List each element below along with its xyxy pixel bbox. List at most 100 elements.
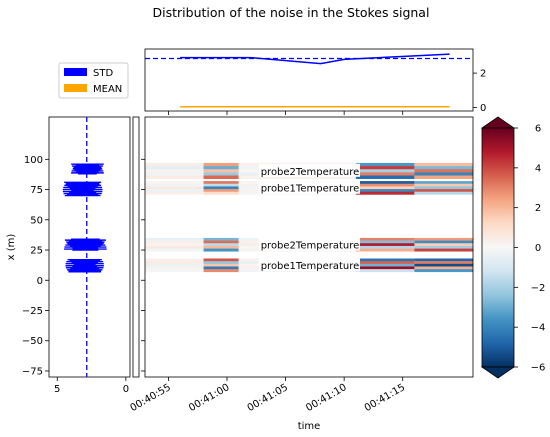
band-label: probe2Temperature	[261, 241, 360, 252]
heatmap-cell	[203, 166, 239, 170]
heatmap-cell	[145, 172, 204, 176]
heatmap-cell	[355, 245, 415, 249]
heatmap-cell	[145, 237, 204, 241]
heatmap-cell	[355, 172, 415, 176]
x-tick-label: 00:41:10	[304, 382, 348, 414]
top-series-line	[180, 53, 450, 65]
heatmap-cell	[414, 237, 473, 241]
heatmap-cell	[414, 266, 473, 270]
heatmap-cell	[145, 166, 204, 170]
heatmap-cell	[203, 172, 239, 176]
heatmap-cell	[414, 258, 473, 262]
heatmap-cell	[203, 162, 239, 167]
main-panel-frame	[144, 116, 474, 378]
y-tick-label: 100	[24, 155, 43, 166]
band-label: probe1Temperature	[261, 261, 360, 272]
heatmap-cell	[414, 189, 473, 193]
heatmap-cell	[203, 243, 239, 247]
heatmap-cell	[414, 269, 473, 273]
heatmap-cell	[355, 269, 415, 273]
side-x-tick-label: 0	[123, 384, 129, 395]
heatmap-cell	[414, 183, 473, 187]
heatmap-cell	[203, 191, 239, 195]
x-tick-label: 00:41:00	[187, 382, 231, 414]
heatmap-cell	[145, 261, 204, 265]
heatmap-cell	[203, 248, 239, 252]
heatmap-cell	[355, 186, 415, 190]
heatmap-cell	[355, 258, 415, 262]
heatmap-cell	[414, 169, 473, 173]
y-axis-label: x (m)	[6, 234, 17, 261]
y-tick-label: 25	[30, 246, 43, 257]
heatmap-cell	[145, 266, 204, 270]
heatmap-cell	[355, 169, 415, 173]
heatmap-cell	[414, 186, 473, 190]
heatmap-cell	[355, 261, 415, 265]
heatmap-cell	[145, 245, 204, 249]
heatmap-cell	[355, 237, 415, 241]
top-panel: 02	[144, 48, 486, 115]
heatmap-cell	[203, 175, 239, 179]
heatmap-cell	[355, 248, 415, 252]
heatmap-cell	[238, 175, 356, 179]
heatmap-cell	[203, 258, 239, 262]
y-tick-label: −25	[22, 306, 43, 317]
colorbar-tick-label: −4	[531, 323, 546, 334]
heatmap-cell	[355, 162, 415, 167]
heatmap-cell	[355, 183, 415, 187]
legend-swatch-mean	[64, 84, 87, 92]
band-label-bg	[259, 163, 360, 177]
band-label: probe1Temperature	[261, 184, 360, 195]
heatmap-cell	[145, 186, 204, 190]
heatmap-cell	[145, 269, 204, 273]
y-tick-label: 0	[37, 276, 43, 287]
heatmap-cell	[355, 263, 415, 267]
band-label: probe2Temperature	[261, 167, 360, 178]
legend-label-mean: MEAN	[93, 84, 122, 95]
colorbar-tick-label: 6	[535, 124, 541, 135]
heatmap-cell	[414, 263, 473, 267]
heatmap-cell	[145, 175, 204, 179]
colorbar-tick-label: 0	[535, 243, 541, 254]
heatmap-cell	[414, 166, 473, 170]
x-axis-label: time	[298, 421, 321, 432]
legend-swatch-std	[64, 68, 87, 76]
heatmap-cell	[203, 266, 239, 270]
y-tick-label: 50	[30, 215, 43, 226]
heatmap-cell	[414, 172, 473, 176]
heatmap-cell	[414, 240, 473, 244]
heatmap-cell	[145, 162, 204, 167]
colorbar-extend-bottom	[480, 366, 516, 379]
heatmap-cell	[145, 248, 204, 252]
heatmap-cell	[203, 269, 239, 273]
main-panel: probe2Temperature probe1Temperature probe2…	[129, 116, 474, 432]
heatmap-cell	[203, 186, 239, 190]
y-tick-label: −50	[22, 336, 43, 347]
y-tick-label: 75	[30, 185, 43, 196]
colorbar-tick-label: 4	[535, 163, 541, 174]
side-x-tick-label: 5	[54, 384, 60, 395]
heatmap-cell	[145, 191, 204, 195]
heatmap-cell	[414, 191, 473, 195]
colorbar-tick-label: 2	[535, 203, 541, 214]
heatmap-cell	[414, 243, 473, 247]
x-tick-label: 00:41:15	[363, 382, 407, 414]
heatmap-cell	[145, 181, 204, 185]
heatmap-cell	[203, 261, 239, 265]
heatmap-cell	[414, 245, 473, 249]
heatmap-cell	[203, 263, 239, 267]
top-y-tick-label: 0	[480, 103, 486, 114]
heatmap-cell	[145, 183, 204, 187]
heatmap-cell	[414, 175, 473, 179]
heatmap-cell	[203, 181, 239, 185]
colorbar-tick-label: −2	[531, 283, 546, 294]
x-tick-label: 00:40:55	[129, 382, 173, 414]
colorbar-tick-label: −6	[531, 363, 546, 374]
top-y-tick-label: 2	[480, 69, 486, 80]
heatmap-cell	[414, 181, 473, 185]
y-tick-label: −75	[22, 366, 43, 377]
heatmap-cell	[145, 189, 204, 193]
heatmap-cell	[414, 261, 473, 265]
